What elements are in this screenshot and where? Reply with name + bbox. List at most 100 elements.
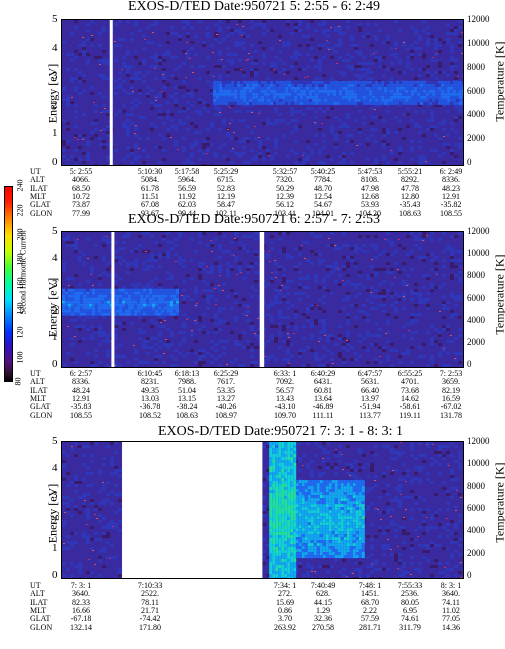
heatmap-cell — [402, 113, 406, 116]
heatmap-cell — [406, 104, 410, 107]
heatmap-cell — [354, 113, 358, 116]
band-cell — [360, 89, 364, 93]
band-cell — [375, 83, 379, 87]
heatmap-cell — [310, 53, 314, 56]
heatmap-cell — [330, 56, 334, 59]
heatmap-cell — [134, 53, 138, 56]
heatmap-cell — [306, 29, 310, 32]
heatmap-cell — [394, 140, 398, 143]
heatmap-cell — [434, 155, 438, 158]
band-cell — [393, 101, 397, 105]
heatmap-cell — [194, 355, 198, 358]
heatmap-cell — [142, 89, 146, 92]
heatmap-cell — [374, 161, 378, 164]
heatmap-cell — [366, 152, 370, 155]
heatmap-cell — [130, 140, 134, 143]
heatmap-cell — [226, 71, 230, 74]
band-cell — [357, 92, 361, 96]
heatmap-cell — [378, 74, 382, 77]
band-cell — [330, 101, 334, 105]
heatmap-cell — [462, 143, 463, 146]
heatmap-cell — [270, 128, 274, 131]
orbit-cell: 54.67 — [314, 200, 332, 210]
heatmap-cell — [214, 53, 218, 56]
heatmap-cell — [210, 122, 214, 125]
heatmap-cell — [174, 68, 178, 71]
band-cell — [327, 101, 331, 105]
heatmap-speckle — [155, 97, 157, 98]
heatmap-cell — [206, 26, 210, 29]
band-cell — [231, 101, 235, 105]
orbit-cell: 7784. — [314, 175, 332, 185]
band-cell — [429, 101, 433, 105]
heatmap-cell — [78, 74, 82, 77]
heatmap-cell — [190, 241, 194, 244]
heatmap-cell — [106, 125, 110, 128]
heatmap-cell — [130, 161, 134, 164]
heatmap-cell — [366, 68, 370, 71]
heatmap-cell — [94, 349, 98, 352]
heatmap-cell — [362, 158, 366, 161]
heatmap-cell — [94, 149, 98, 152]
heatmap-cell — [238, 38, 242, 41]
heatmap-cell — [194, 89, 198, 92]
heatmap-cell — [302, 35, 306, 38]
heatmap-cell — [142, 346, 146, 349]
heatmap-cell — [370, 116, 374, 119]
heatmap-cell — [442, 71, 446, 74]
heatmap-cell — [154, 104, 158, 107]
heatmap-cell — [314, 32, 318, 35]
heatmap-cell — [270, 23, 274, 26]
heatmap-cell — [322, 32, 326, 35]
heatmap-cell — [186, 164, 190, 165]
heatmap-cell — [70, 358, 74, 361]
heatmap-cell — [194, 44, 198, 47]
heatmap-cell — [66, 20, 70, 23]
y2-tick-label: 10000 — [467, 37, 490, 48]
heatmap-cell — [318, 149, 322, 152]
heatmap-cell — [346, 56, 350, 59]
heatmap-cell — [166, 265, 170, 268]
heatmap-cell — [146, 92, 150, 95]
heatmap-cell — [194, 295, 198, 298]
heatmap-cell — [318, 158, 322, 161]
heatmap-cell — [118, 364, 122, 367]
band-cell — [438, 80, 442, 84]
heatmap-cell — [226, 143, 230, 146]
band-cell — [291, 83, 295, 87]
band-cell — [429, 98, 433, 102]
heatmap-cell — [162, 41, 166, 44]
heatmap-cell — [70, 50, 74, 53]
heatmap-cell — [274, 32, 278, 35]
heatmap-cell — [82, 98, 86, 101]
heatmap-cell — [322, 23, 326, 26]
band-cell — [363, 83, 367, 87]
heatmap-cell — [186, 274, 190, 277]
heatmap-cell — [218, 107, 222, 110]
band-cell — [264, 83, 268, 87]
heatmap-cell — [178, 107, 182, 110]
heatmap-cell — [266, 47, 270, 50]
heatmap-cell — [238, 41, 242, 44]
heatmap-cell — [286, 68, 290, 71]
heatmap-cell — [218, 77, 222, 80]
heatmap-cell — [358, 32, 362, 35]
heatmap-cell — [114, 56, 118, 59]
heatmap-cell — [122, 83, 126, 86]
heatmap-cell — [226, 53, 230, 56]
heatmap-cell — [334, 47, 338, 50]
band-cell — [279, 89, 283, 93]
heatmap-cell — [114, 232, 118, 235]
heatmap-cell — [302, 119, 306, 122]
band-cell — [264, 89, 268, 93]
heatmap-cell — [230, 131, 234, 134]
heatmap-cell — [250, 35, 254, 38]
heatmap-cell — [462, 131, 463, 134]
heatmap-cell — [82, 361, 86, 364]
heatmap-cell — [414, 23, 418, 26]
heatmap-cell — [62, 47, 66, 50]
band-cell — [360, 101, 364, 105]
band-cell — [216, 80, 220, 84]
heatmap-cell — [158, 244, 162, 247]
heatmap-cell — [234, 44, 238, 47]
